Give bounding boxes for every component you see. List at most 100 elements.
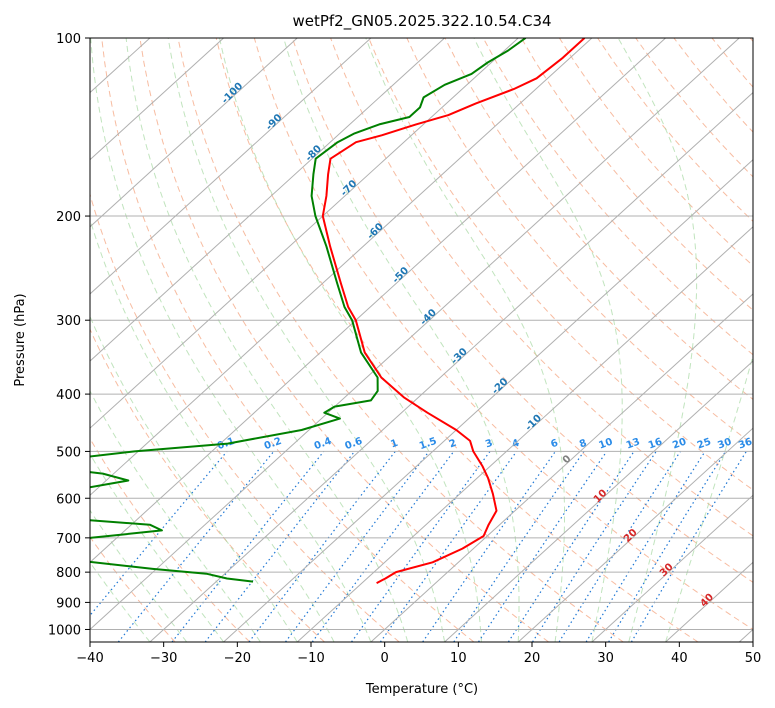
mixing-ratio-line	[453, 451, 585, 642]
dry-adiabat	[482, 38, 753, 356]
x-tick-label: 50	[745, 651, 762, 666]
mixing-ratio-line	[204, 451, 356, 642]
isotherm-label: -70	[339, 178, 360, 199]
dry-adiabat	[520, 38, 753, 311]
y-tick-label: 700	[56, 532, 81, 547]
mixing-ratio-line	[117, 451, 275, 642]
y-axis: 100 200 300 400 500 600 700 800 900 1000	[48, 32, 90, 638]
mixing-ratio-label: 2	[448, 438, 458, 451]
moist-adiabat	[90, 217, 335, 642]
y-tick-label: 100	[56, 32, 81, 47]
y-tick-label: 900	[56, 596, 81, 611]
mixing-ratio-line	[507, 451, 635, 642]
mixing-ratio-line	[422, 451, 556, 642]
isotherm-label: -10	[523, 413, 544, 434]
moist-adiabat	[125, 38, 409, 642]
moist-adiabat	[90, 315, 298, 642]
isotherm-line	[149, 91, 753, 642]
moist-adiabat	[617, 38, 698, 642]
moist-adiabat	[90, 561, 151, 642]
mixing-ratio-label: 13	[625, 436, 642, 451]
mixing-ratio-line	[585, 451, 706, 642]
moist-adiabat	[365, 38, 565, 642]
isotherm-label: -30	[449, 346, 470, 367]
x-axis: −40 −30 −20 −10 0 10 20 30 40 50	[76, 642, 761, 666]
isotherm-line	[90, 38, 740, 631]
moist-adiabat	[283, 38, 520, 642]
x-tick-label: 20	[524, 651, 541, 666]
mixing-ratio-line	[248, 451, 396, 642]
isotherm-line	[90, 38, 372, 295]
dry-adiabat	[253, 38, 753, 631]
y-tick-label: 500	[56, 445, 81, 460]
mixing-ratio-line	[558, 451, 681, 642]
mixing-ratio-label: 36	[737, 436, 754, 451]
x-tick-label: 0	[381, 651, 389, 666]
mixing-ratio-label: 16	[647, 436, 664, 451]
isotherm-line	[90, 38, 593, 496]
isotherm-line	[223, 159, 753, 642]
x-tick-label: 10	[450, 651, 467, 666]
y-axis-label: Pressure (hPa)	[13, 293, 28, 386]
moist-adiabat	[219, 38, 482, 642]
dry-adiabat	[90, 536, 176, 642]
isotherm-label: -50	[391, 265, 412, 286]
mixing-ratio-line	[477, 451, 608, 642]
y-tick-label: 1000	[48, 623, 81, 638]
dry-adiabat	[711, 38, 753, 88]
mixing-ratio-label: 20	[671, 436, 688, 451]
mixing-ratio-label: 0.4	[313, 436, 333, 452]
isotherm-label: 0	[561, 453, 574, 466]
isotherm-line	[370, 293, 753, 642]
mixing-ratio-line	[171, 451, 325, 642]
mixing-ratio-line	[608, 451, 727, 642]
isotherm-line	[591, 494, 753, 642]
mixing-ratio-label: 4	[511, 438, 521, 451]
dry-adiabat	[139, 38, 549, 642]
mixing-ratio-label: 0.2	[263, 436, 283, 452]
x-axis-label: Temperature (°C)	[365, 682, 478, 697]
isotherm-line	[90, 38, 445, 362]
isotherm-label: 30	[658, 561, 676, 579]
mixing-ratio-label: 3	[484, 438, 494, 451]
isotherm-label: 20	[622, 527, 640, 545]
y-tick-label: 300	[56, 314, 81, 329]
isotherm-label: 10	[592, 488, 610, 506]
moist-adiabat	[665, 354, 753, 642]
dry-adiabat	[444, 38, 753, 401]
isotherm-line	[738, 628, 753, 642]
x-tick-label: 40	[671, 651, 688, 666]
dry-adiabat	[673, 38, 753, 133]
mixing-ratio-line	[379, 451, 518, 642]
isotherm-line	[90, 38, 224, 161]
isotherm-line	[517, 427, 753, 642]
x-tick-label: −20	[224, 651, 251, 666]
dewpoint-profile-line	[90, 38, 527, 583]
moist-adiabat	[90, 452, 225, 642]
dry-adiabat	[291, 38, 753, 583]
isotherm-line	[90, 38, 666, 564]
mixing-ratio-line	[285, 451, 430, 642]
temperature-profile-line	[321, 38, 586, 584]
isotherm-label: -100	[220, 81, 246, 107]
isotherm-line	[444, 360, 753, 642]
y-tick-label: 800	[56, 566, 81, 581]
plot-frame	[89, 37, 754, 643]
y-tick-label: 200	[56, 210, 81, 225]
dry-adiabat	[406, 38, 753, 446]
dry-adiabat	[330, 38, 753, 537]
mixing-ratio-label: 8	[578, 438, 588, 451]
isotherm-line	[0, 38, 3, 642]
isotherm-line	[296, 226, 753, 642]
x-tick-label: −30	[150, 651, 177, 666]
x-tick-label: 30	[597, 651, 614, 666]
dry-adiabat	[177, 38, 624, 642]
moist-adiabat	[167, 38, 446, 642]
chart-title: wetPf2_GN05.2025.322.10.54.C34	[292, 12, 551, 31]
dry-adiabat	[749, 38, 753, 43]
dry-adiabat	[558, 38, 753, 267]
mixing-ratio-line	[531, 451, 657, 642]
dry-adiabat	[597, 38, 753, 222]
dry-adiabat	[90, 437, 251, 642]
y-tick-label: 400	[56, 388, 81, 403]
